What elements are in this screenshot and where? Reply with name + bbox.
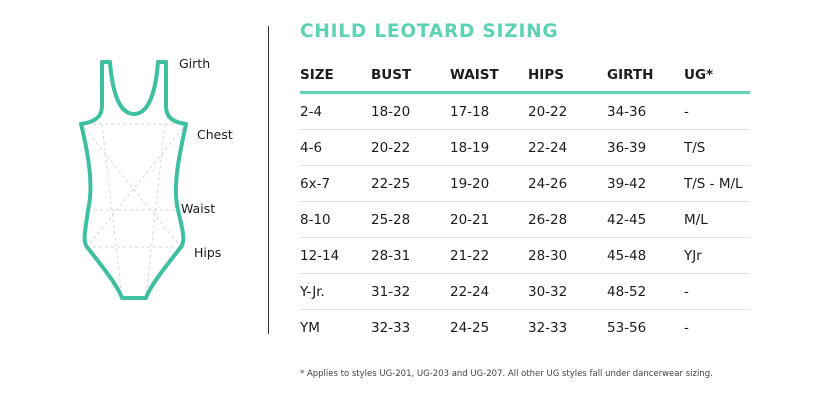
table-row: 2-4 18-20 17-18 20-22 34-36 - (300, 92, 750, 130)
table-cell: 21-22 (450, 237, 528, 274)
table-cell: Y-Jr. (300, 273, 371, 310)
table-cell: 34-36 (607, 92, 684, 130)
table-cell: 22-24 (450, 273, 528, 310)
header-ug: UG* (684, 58, 750, 94)
leotard-outline-icon (79, 60, 188, 300)
table-cell: T/S - M/L (684, 165, 750, 202)
table-cell: 20-21 (450, 201, 528, 238)
table-cell: 22-24 (528, 129, 607, 166)
table-cell: YJr (684, 237, 750, 274)
table-cell: M/L (684, 201, 750, 238)
table-cell: 12-14 (300, 237, 371, 274)
table-cell: 22-25 (371, 165, 450, 202)
header-bust: BUST (371, 58, 450, 94)
table-cell: 45-48 (607, 237, 684, 274)
table-cell: 20-22 (528, 92, 607, 130)
table-cell: 26-28 (528, 201, 607, 238)
header-hips: HIPS (528, 58, 607, 94)
girth-label: Girth (179, 56, 211, 71)
table-cell: - (684, 273, 750, 310)
table-cell: 36-39 (607, 129, 684, 166)
table-cell: 17-18 (450, 92, 528, 130)
table-cell: 30-32 (528, 273, 607, 310)
header-girth: GIRTH (607, 58, 684, 94)
table-cell: T/S (684, 129, 750, 166)
table-row: 8-10 25-28 20-21 26-28 42-45 M/L (300, 201, 750, 238)
table-row: Y-Jr. 31-32 22-24 30-32 48-52 - (300, 273, 750, 310)
table-cell: 8-10 (300, 201, 371, 238)
table-cell: 28-31 (371, 237, 450, 274)
leotard-diagram: Girth Chest Waist Hips (60, 40, 260, 320)
table-row: YM 32-33 24-25 32-33 53-56 - (300, 310, 750, 346)
table-cell: 4-6 (300, 129, 371, 166)
table-header-row: SIZE BUST WAIST HIPS GIRTH UG* (300, 58, 750, 94)
table-cell: 20-22 (371, 129, 450, 166)
table-cell: YM (300, 319, 320, 336)
table-cell: 25-28 (371, 201, 450, 238)
table-cell: 53-56 (607, 319, 647, 336)
page-title: CHILD LEOTARD SIZING (300, 21, 559, 42)
table-cell: 24-25 (450, 319, 490, 336)
table-cell: 32-33 (371, 319, 411, 336)
table-cell: 48-52 (607, 273, 684, 310)
table-cell: 39-42 (607, 165, 684, 202)
hips-label: Hips (194, 245, 222, 260)
table-cell: 31-32 (371, 273, 450, 310)
table-cell: 42-45 (607, 201, 684, 238)
vertical-divider (268, 26, 269, 334)
table-cell: 28-30 (528, 237, 607, 274)
table-cell: - (684, 92, 750, 130)
table-cell: 2-4 (300, 92, 371, 130)
header-size: SIZE (300, 58, 371, 94)
table-cell: 6x-7 (300, 165, 371, 202)
table-row: 6x-7 22-25 19-20 24-26 39-42 T/S - M/L (300, 165, 750, 202)
table-cell: 18-20 (371, 92, 450, 130)
table-cell: 24-26 (528, 165, 607, 202)
chest-label: Chest (197, 127, 233, 142)
table-row: 12-14 28-31 21-22 28-30 45-48 YJr (300, 237, 750, 274)
sizing-table: SIZE BUST WAIST HIPS GIRTH UG* 2-4 18-20… (300, 58, 750, 345)
table-cell: 18-19 (450, 129, 528, 166)
footnote: * Applies to styles UG-201, UG-203 and U… (300, 369, 713, 379)
table-cell: 19-20 (450, 165, 528, 202)
table-cell: 32-33 (528, 319, 568, 336)
table-cell: - (684, 319, 689, 336)
waist-label: Waist (181, 201, 216, 216)
header-waist: WAIST (450, 58, 528, 94)
table-row: 4-6 20-22 18-19 22-24 36-39 T/S (300, 129, 750, 166)
